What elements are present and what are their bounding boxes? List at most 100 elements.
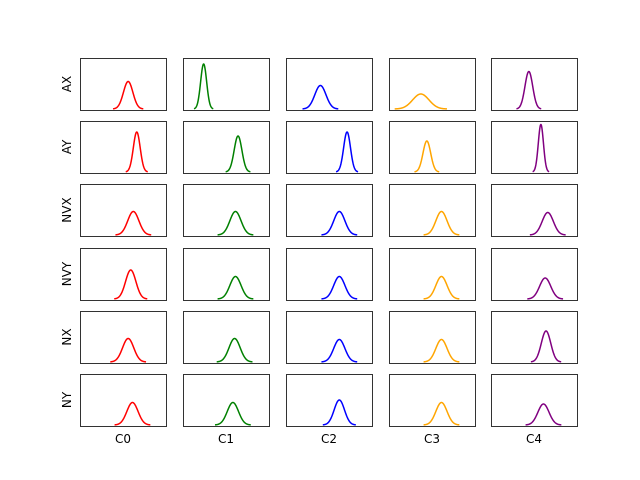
density-curve xyxy=(217,210,254,236)
subplot-NY-C3 xyxy=(389,374,476,427)
subplot-AY-C0 xyxy=(80,121,167,174)
subplot-frame xyxy=(491,58,578,111)
subplot-frame xyxy=(491,248,578,301)
density-curve xyxy=(321,275,358,300)
density-curve xyxy=(423,210,460,236)
density-curve xyxy=(414,140,440,173)
subplot-NVX-C1 xyxy=(183,184,270,237)
subplot-NVY-C1 xyxy=(183,248,270,301)
subplot-frame xyxy=(183,311,270,364)
subplot-frame xyxy=(286,121,373,174)
col-label-C2: C2 xyxy=(321,432,337,446)
density-curve xyxy=(335,131,359,173)
subplot-frame xyxy=(183,374,270,427)
subplot-AY-C2 xyxy=(286,121,373,174)
row-label-AX: AX xyxy=(60,76,74,92)
subplot-frame xyxy=(491,311,578,364)
density-curve xyxy=(527,277,564,300)
subplot-frame xyxy=(389,311,476,364)
density-curve xyxy=(394,93,447,110)
density-curve xyxy=(516,70,542,110)
subplot-AY-C1 xyxy=(183,121,270,174)
subplot-AY-C4 xyxy=(491,121,578,174)
density-curve xyxy=(423,338,460,363)
density-curve xyxy=(530,330,562,363)
row-label-NVX: NVX xyxy=(60,197,74,222)
subplot-frame xyxy=(389,121,476,174)
density-curve xyxy=(216,337,253,363)
density-curve xyxy=(125,131,148,173)
subplot-NX-C4 xyxy=(491,311,578,364)
subplot-NY-C0 xyxy=(80,374,167,427)
subplot-NVX-C3 xyxy=(389,184,476,237)
col-label-C0: C0 xyxy=(115,432,131,446)
subplot-frame xyxy=(80,374,167,427)
subplot-NX-C3 xyxy=(389,311,476,364)
subplot-frame xyxy=(80,311,167,364)
subplot-frame xyxy=(80,121,167,174)
density-curve xyxy=(115,210,152,236)
subplot-frame xyxy=(491,184,578,237)
density-curve xyxy=(321,338,358,363)
density-curve xyxy=(112,80,144,110)
subplot-AX-C0 xyxy=(80,58,167,111)
density-curve xyxy=(423,275,460,300)
subplot-AX-C3 xyxy=(389,58,476,111)
density-curve xyxy=(114,269,148,300)
column-labels: C0 C1 C2 C3 C4 xyxy=(115,432,542,446)
row-label-NX: NX xyxy=(60,328,74,345)
subplot-frame xyxy=(80,248,167,301)
subplot-NVX-C4 xyxy=(491,184,578,237)
subplot-AX-C2 xyxy=(286,58,373,111)
subplot-NVY-C4 xyxy=(491,248,578,301)
subplot-NVY-C2 xyxy=(286,248,373,301)
subplot-NVY-C3 xyxy=(389,248,476,301)
subplot-NVX-C0 xyxy=(80,184,167,237)
subplot-frame xyxy=(389,374,476,427)
row-label-NY: NY xyxy=(60,391,74,408)
subplot-NY-C4 xyxy=(491,374,578,427)
subplot-frame xyxy=(491,374,578,427)
subplot-frame xyxy=(286,184,373,237)
subplot-frame xyxy=(183,184,270,237)
subplot-frame xyxy=(286,248,373,301)
subplot-AX-C4 xyxy=(491,58,578,111)
col-label-C4: C4 xyxy=(526,432,542,446)
density-curve xyxy=(529,211,566,236)
density-curve xyxy=(423,401,460,426)
subplot-frame xyxy=(286,311,373,364)
subplot-frame xyxy=(183,58,270,111)
density-curve xyxy=(193,63,214,110)
subplot-frame xyxy=(183,121,270,174)
col-label-C3: C3 xyxy=(424,432,440,446)
density-curve xyxy=(225,135,251,173)
row-label-AY: AY xyxy=(60,139,74,154)
density-curve xyxy=(214,401,251,426)
density-curve xyxy=(217,275,254,300)
subplot-frame xyxy=(389,248,476,301)
subplot-NX-C1 xyxy=(183,311,270,364)
subplot-NX-C0 xyxy=(80,311,167,364)
subplot-frame xyxy=(286,58,373,111)
density-curve xyxy=(110,337,147,363)
subplot-AX-C1 xyxy=(183,58,270,111)
subplot-NY-C2 xyxy=(286,374,373,427)
density-curve xyxy=(302,84,339,110)
subplot-NVX-C2 xyxy=(286,184,373,237)
density-curve xyxy=(525,403,562,426)
density-curve xyxy=(322,399,356,426)
subplot-frame xyxy=(183,248,270,301)
subplot-frame xyxy=(286,374,373,427)
row-labels: AX AY NVX NVY NX NY xyxy=(60,76,74,408)
density-curve xyxy=(114,401,151,426)
row-label-NVY: NVY xyxy=(60,261,74,286)
density-curve xyxy=(321,210,358,236)
subplot-frame xyxy=(491,121,578,174)
density-curve xyxy=(532,123,550,173)
subplot-NY-C1 xyxy=(183,374,270,427)
subplot-AY-C3 xyxy=(389,121,476,174)
subplot-frame xyxy=(80,58,167,111)
subplot-NX-C2 xyxy=(286,311,373,364)
subplot-frame xyxy=(389,184,476,237)
